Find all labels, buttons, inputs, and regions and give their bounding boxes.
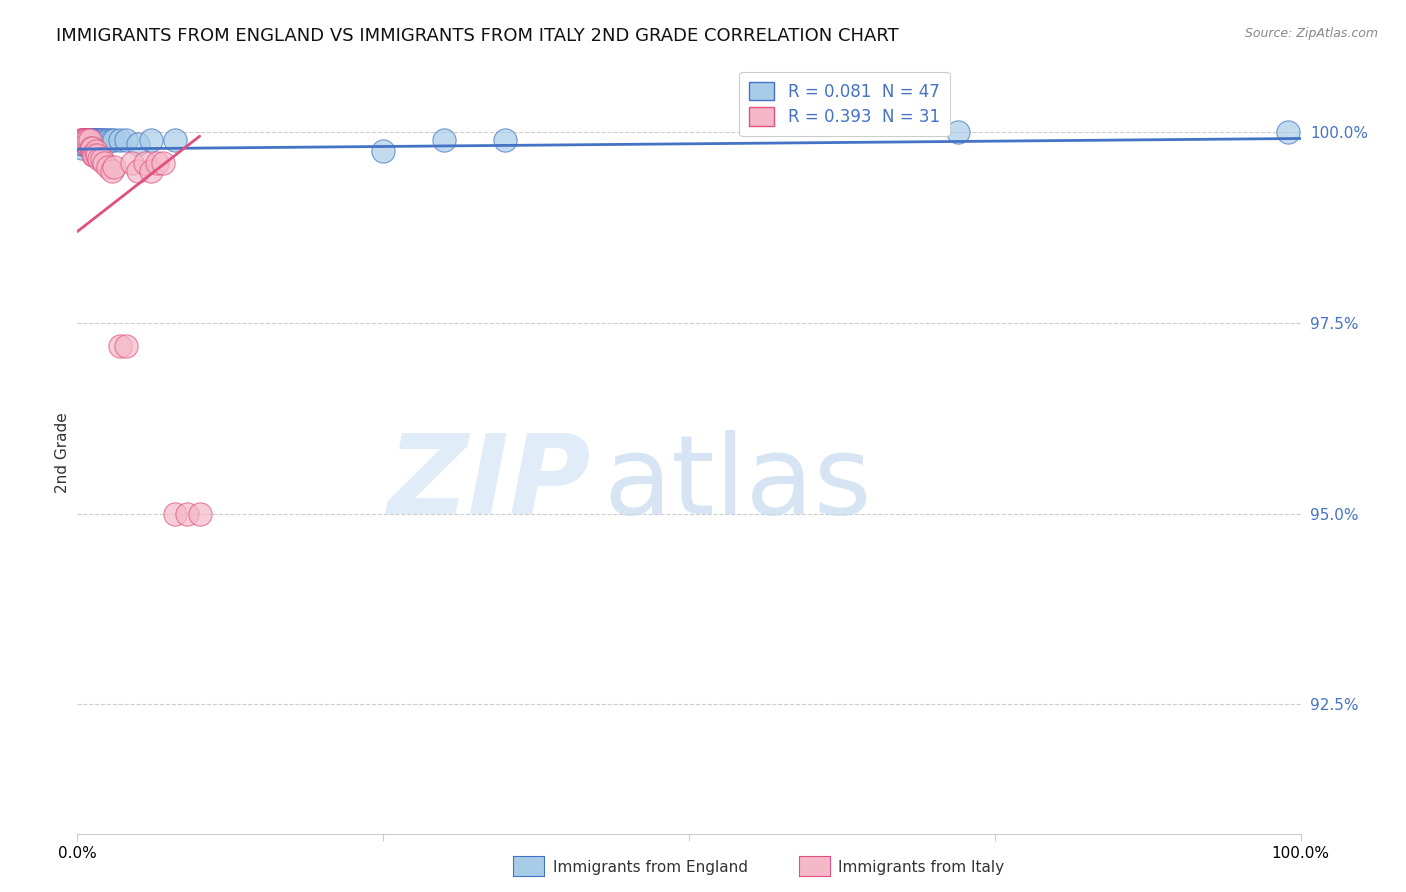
Point <box>73 133 96 147</box>
Point <box>76 133 98 147</box>
Point <box>84 145 107 159</box>
Point <box>108 133 131 147</box>
Y-axis label: 2nd Grade: 2nd Grade <box>55 412 70 493</box>
Point <box>103 160 125 174</box>
Point <box>82 148 104 162</box>
Point <box>70 140 93 154</box>
Point <box>93 133 115 147</box>
Point <box>72 133 94 147</box>
Point <box>127 136 149 151</box>
Point <box>176 507 198 521</box>
Text: Immigrants from England: Immigrants from England <box>553 860 748 874</box>
Point <box>80 133 103 147</box>
Point <box>86 133 108 147</box>
Point <box>72 136 94 151</box>
Point <box>108 339 131 353</box>
Point <box>70 133 93 147</box>
Point <box>134 156 156 170</box>
Point <box>90 133 112 147</box>
Point <box>76 136 98 151</box>
Point <box>103 133 125 147</box>
Point <box>77 133 100 147</box>
Point <box>96 133 118 147</box>
Point <box>73 133 96 147</box>
Point <box>165 133 187 147</box>
Text: Source: ZipAtlas.com: Source: ZipAtlas.com <box>1244 27 1378 40</box>
Point <box>82 133 104 147</box>
Point <box>188 507 211 521</box>
Point <box>80 140 103 154</box>
Point <box>146 156 169 170</box>
Point <box>946 125 969 139</box>
Point <box>84 133 107 147</box>
Point <box>73 133 96 147</box>
Point <box>371 145 394 159</box>
Point <box>77 133 100 147</box>
Point <box>495 133 517 147</box>
Point <box>1277 125 1299 139</box>
Point <box>165 507 187 521</box>
Point <box>152 156 174 170</box>
Point <box>97 160 120 174</box>
Point <box>80 133 103 147</box>
Text: IMMIGRANTS FROM ENGLAND VS IMMIGRANTS FROM ITALY 2ND GRADE CORRELATION CHART: IMMIGRANTS FROM ENGLAND VS IMMIGRANTS FR… <box>56 27 898 45</box>
Point <box>93 156 115 170</box>
Point <box>89 133 111 147</box>
Point <box>139 133 162 147</box>
Text: atlas: atlas <box>603 430 872 537</box>
Point <box>98 133 121 147</box>
Point <box>80 140 103 154</box>
Text: ZIP: ZIP <box>388 430 591 537</box>
Legend: R = 0.081  N = 47, R = 0.393  N = 31: R = 0.081 N = 47, R = 0.393 N = 31 <box>740 72 949 136</box>
Point <box>75 133 97 147</box>
Point <box>115 339 138 353</box>
Point <box>115 133 138 147</box>
Point <box>90 133 112 147</box>
Text: Immigrants from Italy: Immigrants from Italy <box>838 860 1004 874</box>
Point <box>79 133 101 147</box>
Point <box>76 133 98 147</box>
Point <box>139 163 162 178</box>
Point <box>77 133 100 147</box>
Point <box>79 136 101 151</box>
Point <box>83 133 105 147</box>
Point <box>79 133 101 147</box>
Point <box>100 163 122 178</box>
Point <box>82 133 104 147</box>
Point <box>72 133 94 147</box>
Point <box>73 133 96 147</box>
Point <box>70 133 93 147</box>
Point <box>121 156 143 170</box>
Point <box>100 133 122 147</box>
Point <box>87 133 110 147</box>
Point <box>89 152 111 166</box>
Point <box>75 136 97 151</box>
Point <box>127 163 149 178</box>
Point <box>72 133 94 147</box>
Point <box>80 133 103 147</box>
Point <box>80 133 103 147</box>
Point <box>90 152 112 166</box>
Point <box>83 133 105 147</box>
Point <box>75 133 97 147</box>
Point <box>70 133 93 147</box>
Point <box>86 148 108 162</box>
Point <box>70 136 93 151</box>
Point <box>83 148 105 162</box>
Point <box>433 133 456 147</box>
Point <box>75 133 97 147</box>
